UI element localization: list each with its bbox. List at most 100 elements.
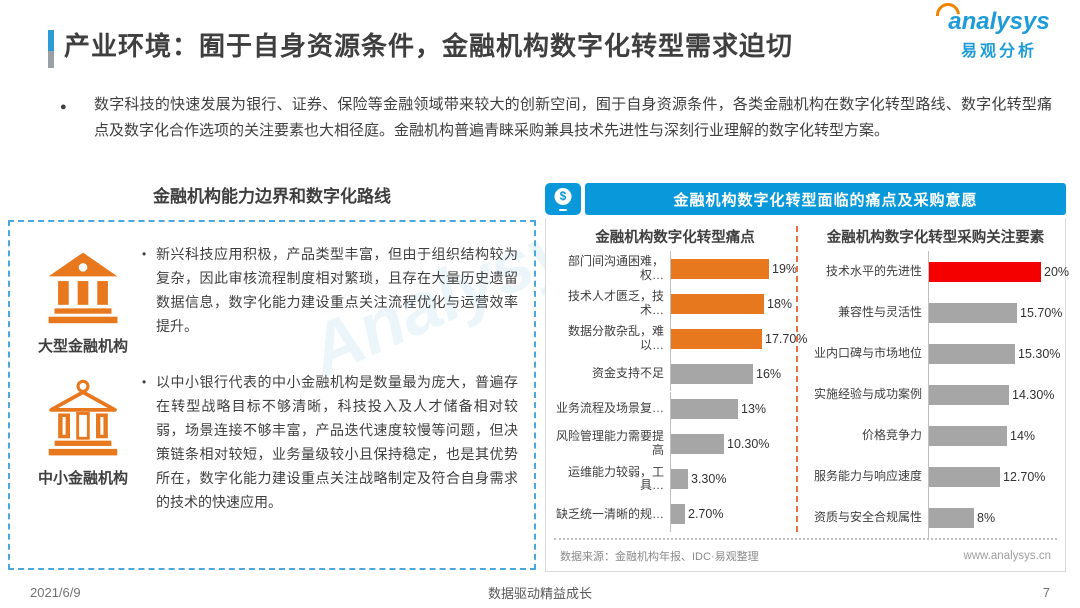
logo-text-cn: 易观分析 [960,43,1037,60]
value-label: 3.30% [691,472,727,487]
institution-description: 以中小银行代表的中小金融机构是数量最为庞大，普遍存在转型战略目标不够清晰，科技投… [156,374,518,511]
value-label: 10.30% [727,437,770,452]
value-label: 15.70% [1020,305,1063,320]
purchase-factors-chart: 金融机构数字化转型采购关注要素 技术水平的先进性 20% 兼容性与灵活性 15.70%… [796,226,1069,538]
header: 产业环境：囿于自身资源条件，金融机构数字化转型需求迫切 [48,26,793,68]
right-panel-body: 金融机构数字化转型痛点 部门间沟通困难，权… 19% 技术人才匮乏，技术… 18% 数据… [545,218,1069,572]
category-label: 缺乏统一清晰的规… [555,506,664,521]
logo-wordmark: analysys [931,0,1060,35]
category-label: 兼容性与灵活性 [837,304,922,319]
value-label: 12.70% [1003,469,1046,484]
chart-rows: 技术水平的先进性 20% 兼容性与灵活性 15.70% 业内口碑与市场地位 15.30% 实… [802,251,1069,538]
category-label: 部门间沟通困难，权… [567,253,664,282]
sub-bullet-icon: • [142,375,147,389]
category-label: 资质与安全合规属性 [813,509,922,524]
category-label: 数据分散杂乱，难以… [567,323,664,352]
value-label: 14% [1010,428,1036,443]
chart-row: 实施经验与成功案例 14.30% [802,374,1069,415]
footer-slogan: 数据驱动精益成长 [487,586,592,601]
chart-row: 数据分散杂乱，难以… 17.70% [554,321,807,357]
category-label: 实施经验与成功案例 [813,386,922,401]
page-number: 7 [1042,585,1050,600]
institution-label: 大型金融机构 [37,338,128,355]
value-label: 13% [741,402,767,417]
bar [671,434,724,455]
value-label: 18% [767,296,793,311]
chart-row: 业务流程及场景复… 13% [554,391,796,427]
bar-track: 2.70% [670,496,796,532]
charts-area: 金融机构数字化转型痛点 部门间沟通困难，权… 19% 技术人才匮乏，技术… 18% 数据… [554,226,1069,538]
institution-item-large: 大型金融机构 • 新兴科技应用积极，产品类型丰富，但由于组织结构较为复杂，因此审… [24,242,520,356]
category-label: 业内口碑与市场地位 [813,345,922,360]
chart-row: 资质与安全合规属性 8% [802,497,1069,538]
data-source: 数据来源：金融机构年报、IDC·易观整理 [560,551,759,563]
bar [671,328,762,349]
title-accent-bar [48,30,54,68]
value-label: 19% [772,261,798,276]
bar-track: 12.70% [928,456,1069,497]
chart-footer: 数据来源：金融机构年报、IDC·易观整理 www.analysys.cn [554,538,1057,572]
value-label: 2.70% [688,507,724,522]
bar [671,293,764,314]
category-label: 价格竞争力 [861,427,922,442]
category-label: 技术人才匮乏，技术… [567,288,664,317]
bank-small-icon [45,378,121,461]
bar [929,425,1007,446]
category-label: 技术水平的先进性 [825,263,922,278]
sub-bullet-icon: • [142,247,147,261]
chart-rows: 部门间沟通困难，权… 19% 技术人才匮乏，技术… 18% 数据分散杂乱，难以… 17.7… [554,251,807,532]
bar [929,466,1000,487]
value-label: 15.30% [1018,346,1061,361]
bar-track: 14.30% [928,374,1069,415]
bar [671,504,685,525]
chart-row: 技术水平的先进性 20% [802,251,1069,292]
chart-row: 业内口碑与市场地位 15.30% [802,333,1069,374]
pain-points-chart: 金融机构数字化转型痛点 部门间沟通困难，权… 19% 技术人才匮乏，技术… 18% 数据… [554,226,807,532]
bar [671,469,688,490]
bar-track: 10.30% [670,426,796,462]
bar [929,261,1041,282]
bar-track: 15.70% [928,292,1069,333]
website-url: www.analysys.cn [963,550,1051,562]
logo-text-en: analysys [948,8,1050,35]
bar-track: 19% [670,251,797,286]
category-label: 运维能力较弱，工具… [567,464,664,493]
bar-track: 17.70% [670,321,807,357]
right-panel-header: $ 金融机构数字化转型面临的痛点及采购意愿 [545,183,1066,215]
bar [929,507,974,528]
category-label: 风险管理能力需要提高 [555,429,664,458]
chart-row: 技术人才匮乏，技术… 18% [554,286,796,322]
bar-track: 3.30% [670,461,796,497]
bar-track: 15.30% [928,333,1069,374]
bar-track: 18% [670,286,796,322]
icon-dash [559,209,567,211]
bank-large-icon [45,250,121,329]
value-label: 20% [1044,264,1070,279]
right-panel-header-title: 金融机构数字化转型面临的痛点及采购意愿 [585,183,1066,215]
value-label: 14.30% [1012,387,1055,402]
bar-track: 14% [928,415,1069,456]
bar [671,363,753,384]
intro-text: 数字科技的快速发展为银行、证券、保险等金融领域带来较大的创新空间，囿于自身资源条… [94,96,1052,140]
chart-row: 价格竞争力 14% [802,415,1069,456]
footer-date: 2021/6/9 [30,585,81,600]
chart-title: 金融机构数字化转型采购关注要素 [826,230,1045,246]
chart-row: 资金支持不足 16% [554,356,796,392]
value-label: 8% [977,510,996,525]
category-label: 服务能力与响应速度 [813,468,922,483]
chart-row: 缺乏统一清晰的规… 2.70% [554,496,796,532]
chart-row: 兼容性与灵活性 15.70% [802,292,1069,333]
institution-item-small: 中小金融机构 • 以中小银行代表的中小金融机构是数量最为庞大，普遍存在转型战略目… [24,370,520,514]
value-label: 16% [756,366,782,381]
chart-title: 金融机构数字化转型痛点 [595,230,755,246]
category-label: 资金支持不足 [591,366,664,381]
analysys-logo: analysys 易观分析 [931,0,1060,61]
chart-row: 风险管理能力需要提高 10.30% [554,426,796,462]
institution-text: • 新兴科技应用积极，产品类型丰富，但由于组织结构较为复杂，因此审核流程制度相对… [142,242,520,356]
intro-paragraph: ● 数字科技的快速发展为银行、证券、保险等金融领域带来较大的创新空间，囿于自身资… [60,92,1052,145]
bar [671,399,738,420]
bar-track: 8% [928,497,1069,538]
left-panel: 大型金融机构 • 新兴科技应用积极，产品类型丰富，但由于组织结构较为复杂，因此审… [8,220,536,570]
mobile-payment-icon: $ [545,183,581,215]
